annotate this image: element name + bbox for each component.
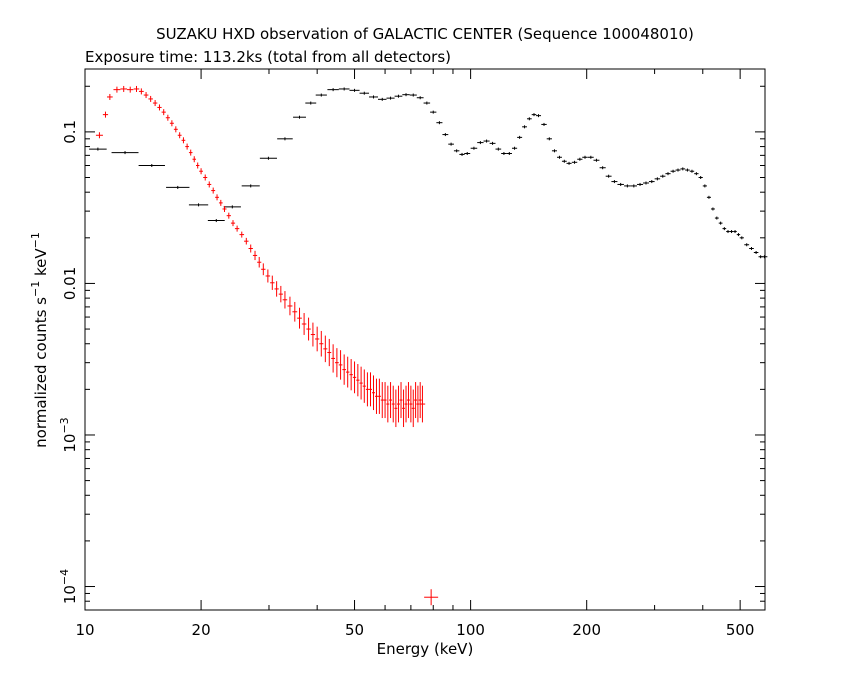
plot-frame [84, 68, 766, 611]
y-axis-label: normalized counts s−1 keV−1 [29, 232, 50, 448]
y-tick-label: 0.1 [61, 120, 79, 144]
x-tick-label: 100 [456, 621, 485, 639]
data-marks [89, 85, 768, 606]
chart-title: SUZAKU HXD observation of GALACTIC CENTE… [156, 25, 694, 43]
y-tick-labels: 10−4 10−3 0.01 0.1 [58, 120, 79, 604]
y-label-sup-1: −1 [29, 281, 42, 297]
x-tick-label: 50 [345, 621, 364, 639]
x-tick-label: 200 [572, 621, 601, 639]
y-label-text: normalized counts s [32, 297, 50, 448]
axis-ticks [84, 69, 765, 611]
x-tick-label: 10 [75, 621, 94, 639]
y-tick-label: 10−3 [58, 417, 79, 452]
y-label-sup-2: −1 [29, 232, 42, 248]
x-tick-label: 20 [192, 621, 211, 639]
series-0 [89, 87, 768, 259]
y-tick-label: 10−4 [58, 569, 79, 604]
y-tick-label: 0.01 [61, 267, 79, 300]
x-tick-labels: 10 20 50 100 200 500 [75, 621, 754, 639]
x-axis-label: Energy (keV) [377, 640, 474, 658]
x-tick-label: 500 [726, 621, 755, 639]
y-label-unit: keV [32, 248, 50, 281]
series-1 [95, 85, 439, 606]
chart-subtitle: Exposure time: 113.2ks (total from all d… [85, 48, 451, 66]
